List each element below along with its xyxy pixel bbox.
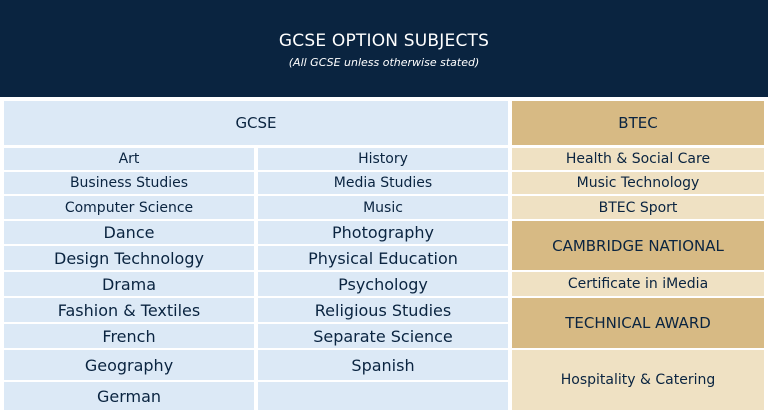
- btec-subject: BTEC Sport: [512, 196, 764, 219]
- cambridge-national-heading: CAMBRIDGE NATIONAL: [512, 221, 764, 270]
- btec-heading: BTEC: [512, 101, 764, 145]
- cambridge-subject: Certificate in iMedia: [512, 272, 764, 296]
- technical-award-heading: TECHNICAL AWARD: [512, 298, 764, 348]
- gcse-subject-empty: [258, 382, 508, 410]
- gcse-subject: Dance: [4, 221, 254, 244]
- page-title: GCSE OPTION SUBJECTS: [278, 31, 490, 51]
- technical-subject: Hospitality & Catering: [512, 350, 764, 410]
- gcse-subject: Religious Studies: [258, 298, 508, 322]
- gcse-subject: Fashion & Textiles: [4, 298, 254, 322]
- gcse-subject: Spanish: [258, 350, 508, 380]
- gcse-subject: Music: [258, 196, 508, 219]
- page-subtitle: (All GCSE unless otherwise stated): [288, 56, 480, 69]
- gcse-subject: Media Studies: [258, 172, 508, 194]
- btec-subject: Music Technology: [512, 172, 764, 194]
- gcse-heading: GCSE: [4, 101, 508, 145]
- gcse-subject: Drama: [4, 272, 254, 296]
- gcse-subject: Design Technology: [4, 246, 254, 270]
- gcse-subject: Business Studies: [4, 172, 254, 194]
- gcse-subject: Physical Education: [258, 246, 508, 270]
- gcse-subject: Art: [4, 148, 254, 170]
- page-header: GCSE OPTION SUBJECTS (All GCSE unless ot…: [0, 0, 768, 97]
- gcse-subject: Computer Science: [4, 196, 254, 219]
- gcse-subject: Photography: [258, 221, 508, 244]
- gcse-subject: French: [4, 324, 254, 348]
- gcse-subject: History: [258, 148, 508, 170]
- gcse-subject: Psychology: [258, 272, 508, 296]
- gcse-subject: German: [4, 382, 254, 410]
- gcse-subject: Separate Science: [258, 324, 508, 348]
- gcse-subject: Geography: [4, 350, 254, 380]
- btec-subject: Health & Social Care: [512, 148, 764, 170]
